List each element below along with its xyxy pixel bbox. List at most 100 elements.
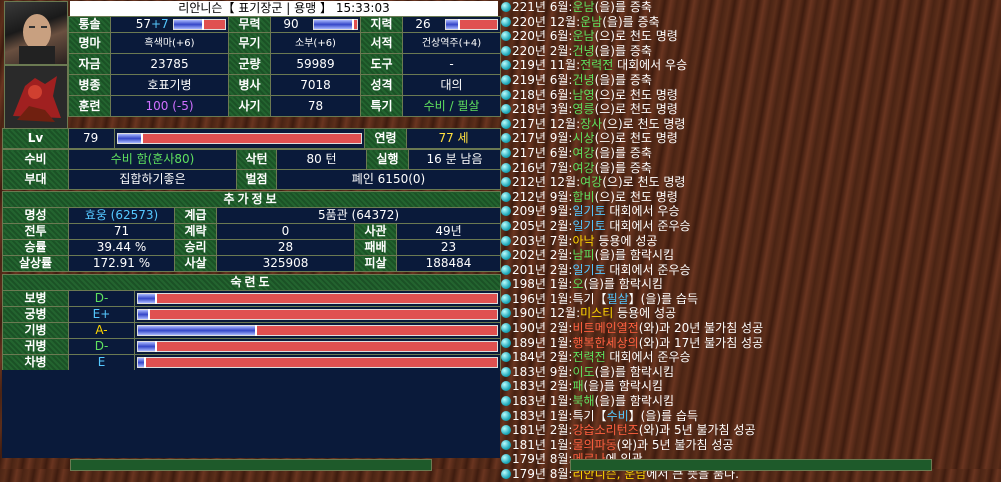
log-date: 179년 8월: <box>512 467 573 481</box>
proficiency-grade: D- <box>68 338 135 355</box>
bottom-strip <box>0 459 1001 471</box>
log-highlight: 일기토 <box>572 218 606 233</box>
extra-table: 추가정보 명성 효웅 (62573) 계급 5품관 (64372) 전투 71 … <box>1 191 502 272</box>
troops-value: 7018 <box>270 74 361 96</box>
intel-value: 26 <box>415 17 431 32</box>
bullet-icon <box>501 396 511 407</box>
log-entry: 212년 12월:여강(으)로 천도 명령 <box>501 175 1001 190</box>
proficiency-row: 기병 A- <box>2 322 501 339</box>
log-entry: 205년 2월:일기토 대회에서 준우승 <box>501 219 1001 234</box>
log-text: (을)를 증축 <box>594 43 652 58</box>
horse-label: 명마 <box>68 32 111 54</box>
killed-value: 49년 <box>395 223 502 240</box>
log-highlight: 비트메인열전 <box>572 321 639 336</box>
log-entry: 190년 12월:미스티 등용에 성공 <box>501 306 1001 321</box>
log-highlight: 운남 <box>572 29 595 44</box>
proficiency-row: 궁병 E+ <box>2 306 501 323</box>
rank-label: 계급 <box>174 207 217 224</box>
unit-value: 호표기병 <box>110 74 229 96</box>
log-date: 190년 12월: <box>512 306 581 321</box>
bullet-icon <box>501 337 511 348</box>
bullet-icon <box>501 235 511 246</box>
lv-value: 79 <box>68 128 115 149</box>
bullet-icon <box>501 352 511 363</box>
defense-value: 수비 함(훈사80) <box>68 149 237 170</box>
log-text: (으)로 천도 명령 <box>594 29 678 44</box>
kill-label: 사살 <box>174 255 217 272</box>
log-text: (을)를 함락시킴 <box>594 364 674 379</box>
log-entry: 189년 1월:행복한세상의(와)과 17년 불가침 성공 <box>501 336 1001 351</box>
extra-header: 추가정보 <box>1 191 502 208</box>
log-highlight: 수비 <box>606 408 629 423</box>
log-text: 대회에서 우승 <box>605 204 680 219</box>
log-entry: 220년 2월:건녕(을)를 증축 <box>501 44 1001 59</box>
log-date: 181년 1월: <box>512 437 573 452</box>
status-table: 수비 수비 함(훈사80) 삭턴 80 턴 실행 16 분 남음 부대 집합하기… <box>2 149 501 190</box>
bullet-icon <box>501 104 511 115</box>
proficiency-grade: E+ <box>68 306 135 323</box>
win-value: 28 <box>216 239 355 256</box>
log-entry: 218년 3월:영릉(으)로 천도 명령 <box>501 102 1001 117</box>
log-highlight: 전력전 <box>580 58 614 73</box>
left-filler <box>2 370 500 458</box>
proficiency-grade: A- <box>68 322 135 339</box>
unit-portrait <box>4 65 68 129</box>
log-entry: 183년 2월:패(을)를 함락시킴 <box>501 379 1001 394</box>
proficiency-row: 귀병 D- <box>2 338 501 355</box>
log-date: 183년 1월:특기【 <box>512 408 607 423</box>
log-entry: 183년 1월:북해(을)를 함락시킴 <box>501 394 1001 409</box>
troop-value: 집합하기좋은 <box>68 169 237 190</box>
log-text: (으)로 천도 명령 <box>602 116 686 131</box>
bullet-icon <box>501 206 511 217</box>
bullet-icon <box>501 16 511 27</box>
plot-label: 계략 <box>174 223 217 240</box>
exec-label: 실행 <box>366 149 409 170</box>
train-value: 100 (-5) <box>110 95 229 117</box>
rice-label: 군량 <box>228 53 271 75</box>
log-highlight: 전력전 <box>572 350 606 365</box>
proficiency-bar-cell <box>134 306 501 323</box>
clock: 15:33:03 <box>335 1 390 15</box>
bottom-button-left[interactable] <box>70 459 432 471</box>
lead-bonus: +7 <box>151 17 169 32</box>
bullet-icon <box>501 366 511 377</box>
weapon-value: 소부(+6) <box>270 32 361 54</box>
bottom-button-right[interactable] <box>570 459 932 471</box>
log-entry: 190년 2월:비트메인열전(와)과 20년 불가침 성공 <box>501 321 1001 336</box>
log-highlight: 영릉 <box>572 102 595 117</box>
log-date: 220년 6월: <box>512 29 573 44</box>
log-entry: 202년 2월:남피(을)를 함락시킴 <box>501 248 1001 263</box>
log-text: (을)를 함락시킴 <box>594 248 674 263</box>
train-label: 훈련 <box>68 95 111 117</box>
proficiency-header: 숙련도 <box>2 274 501 291</box>
bullet-icon <box>501 279 511 290</box>
log-text: (와)과 5년 불가침 성공 <box>638 423 756 438</box>
log-highlight: 물의파동 <box>572 437 617 452</box>
log-date: 217년 9월: <box>512 131 573 146</box>
lv-bar <box>117 133 362 144</box>
face-icon <box>19 14 55 64</box>
bullet-icon <box>501 191 511 202</box>
log-entry: 219년 6월:건녕(을)를 증축 <box>501 73 1001 88</box>
proficiency-bar-cell <box>134 354 501 371</box>
lead-bar <box>173 19 226 30</box>
log-date: 220년 12월: <box>512 14 581 29</box>
turn-value: 80 턴 <box>276 149 367 170</box>
log-text: (으)로 천도 명령 <box>594 102 678 117</box>
tool-label: 도구 <box>360 53 403 75</box>
proficiency-bar <box>137 309 498 320</box>
log-text: (을)를 증축 <box>594 145 652 160</box>
log-highlight: 일기토 <box>572 262 606 277</box>
bullet-icon <box>501 454 511 465</box>
log-date: 216년 7월: <box>512 160 573 175</box>
log-text: (을)를 증축 <box>594 160 652 175</box>
general-portrait <box>4 1 68 65</box>
battle-value: 71 <box>68 223 175 240</box>
log-date: 217년 12월: <box>512 116 581 131</box>
log-highlight: 미스티 <box>580 306 614 321</box>
log-text: (으)로 천도 명령 <box>602 175 686 190</box>
plot-value: 0 <box>216 223 355 240</box>
gold-label: 자금 <box>68 53 111 75</box>
age-value: 77 세 <box>406 128 501 149</box>
lead-value: 57 <box>135 17 151 32</box>
